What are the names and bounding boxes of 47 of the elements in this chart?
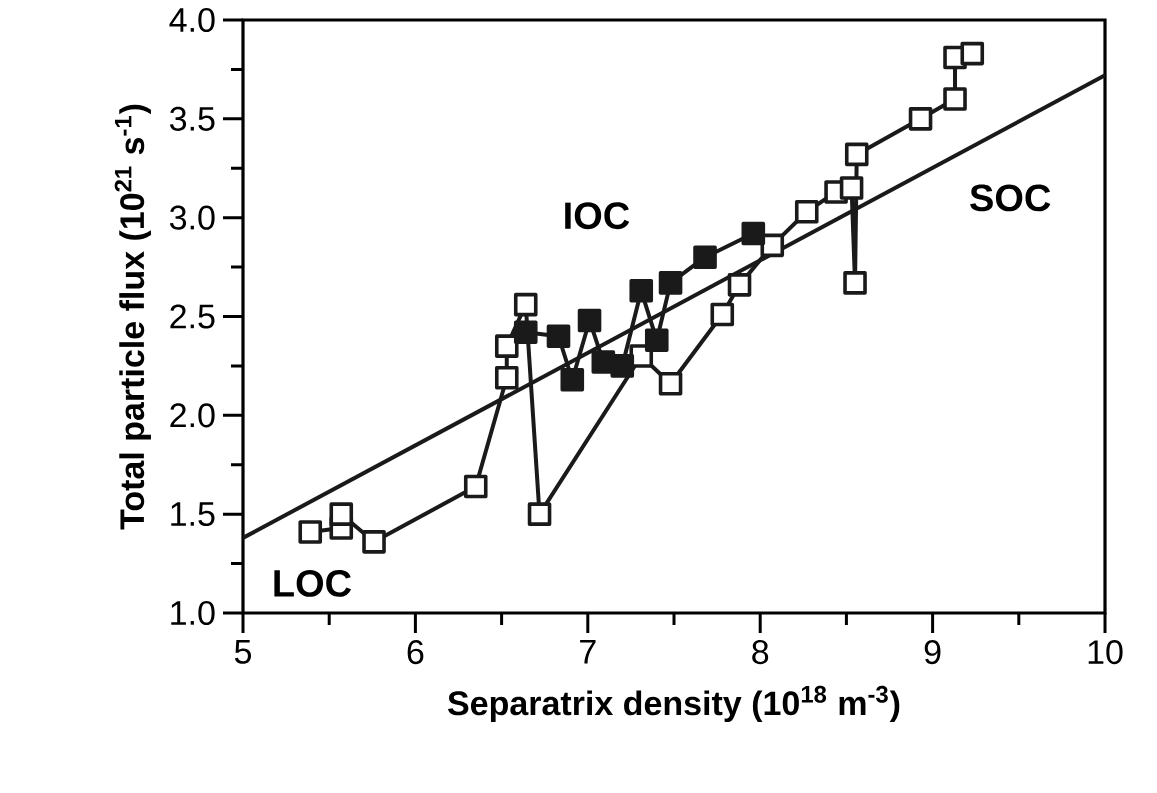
point (844, 142, 869, 167)
y-tick-label: 2.0 (170, 403, 215, 428)
x-tick-label: 7 (580, 640, 596, 664)
y-axis-title: Total particle flux (10$^{21}$ s$^{-1}$) (114, 104, 151, 530)
point (463, 474, 488, 499)
y-tick-label: 1.5 (171, 502, 215, 527)
point (908, 107, 933, 131)
point (943, 87, 967, 111)
x-tick-label: 9 (924, 640, 941, 665)
point (329, 502, 354, 526)
x-tick-label: 10 (1088, 640, 1123, 665)
y-tick-label: 4.0 (169, 7, 215, 33)
point (658, 371, 683, 396)
point (298, 520, 323, 544)
point (727, 273, 752, 297)
x-tick-label: 6 (407, 640, 424, 665)
point (560, 367, 585, 392)
point (843, 271, 867, 295)
annotation: SOC (970, 184, 1051, 212)
point (644, 328, 669, 353)
y-tick-label: 3.5 (169, 106, 215, 131)
annotation: IOC (565, 202, 630, 230)
point (362, 530, 386, 554)
point (839, 176, 864, 200)
point (629, 279, 654, 303)
point (658, 271, 683, 295)
point (527, 502, 552, 526)
point (494, 365, 519, 390)
point (513, 292, 538, 317)
point (546, 324, 571, 349)
x-axis-title: Separatrix density (10$^{18}$ m$^{-3}$) (447, 685, 900, 723)
x-tick-label: 8 (752, 640, 769, 665)
point (494, 334, 519, 358)
point (513, 320, 538, 345)
point (610, 354, 635, 378)
y-tick-label: 1.0 (171, 600, 215, 626)
y-tick-label: 3.0 (169, 205, 215, 230)
y-tick-label: 2.5 (170, 304, 215, 329)
point (577, 308, 602, 333)
point (760, 233, 785, 258)
x-tick-label: 5 (234, 640, 252, 664)
point (960, 41, 985, 66)
point (741, 221, 766, 246)
annotation: LOC (274, 569, 352, 597)
point (693, 245, 717, 269)
point (710, 302, 735, 327)
point (794, 199, 819, 224)
